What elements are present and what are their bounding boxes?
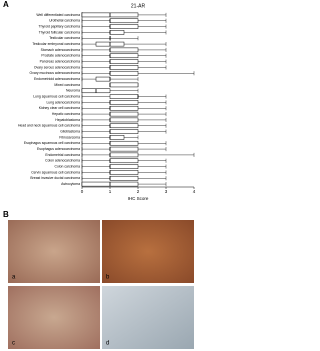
box	[109, 65, 139, 70]
category-label: Breast invasive ductal carcinoma	[30, 176, 80, 180]
x-tick-label: 2	[137, 189, 140, 194]
category-label: Head and neck squamous cell carcinoma	[18, 124, 80, 128]
category-label: Urothelial carcinoma	[49, 19, 80, 23]
category-label: Ovary serous adenocarcinoma	[34, 65, 80, 69]
box	[95, 76, 111, 82]
box	[109, 158, 139, 164]
category-label: Fibrosarcoma	[59, 135, 80, 139]
category-label: Endometrial carcinoma	[45, 153, 80, 157]
category-label: Hepatic carcinoma	[52, 112, 80, 116]
box	[109, 175, 139, 181]
category-label: Testicular carcinoma	[49, 36, 80, 40]
category-label: Esophagus adenocarcinoma	[37, 147, 80, 151]
category-label: Stomach adenocarcinoma	[41, 48, 81, 52]
x-tick-label: 3	[165, 189, 168, 194]
box	[109, 94, 139, 99]
image-label: d	[106, 341, 109, 347]
category-label: Pancreas adenocarcinoma	[40, 59, 80, 63]
category-label: Hepatoblastoma	[55, 118, 80, 122]
image-label: a	[12, 275, 16, 281]
box	[109, 105, 139, 111]
category-label: Astrocytoma	[61, 182, 80, 186]
x-tick-label: 4	[193, 189, 196, 194]
box	[109, 146, 139, 152]
box	[109, 111, 139, 117]
image-label: c	[12, 341, 15, 347]
box	[109, 47, 139, 53]
category-label: Prostate adenocarcinoma	[41, 54, 80, 58]
chart-title: 21-AR	[131, 3, 146, 9]
category-label: Well differentiated carcinoma	[36, 13, 80, 17]
box	[109, 140, 139, 146]
category-label: Testicular embryonal carcinoma	[32, 42, 80, 46]
category-label: Neuroma	[66, 89, 80, 93]
category-label: Thyroid follicular carcinoma	[39, 30, 80, 34]
box	[109, 117, 139, 123]
x-tick-label: 0	[81, 189, 84, 194]
micrograph	[8, 286, 100, 349]
x-axis-label: IHC Score	[128, 196, 149, 201]
panel-label: A	[3, 0, 9, 9]
box	[109, 18, 139, 24]
box	[109, 53, 139, 59]
box	[109, 30, 125, 35]
box	[109, 129, 139, 134]
category-label: Kidney clear cell carcinoma	[39, 106, 80, 110]
category-label: Mixed carcinoma	[54, 83, 80, 87]
category-label: Ovary mucinous adenocarcinoma	[29, 71, 80, 75]
box	[109, 164, 139, 169]
micrograph	[102, 286, 194, 349]
category-label: Colon adenocarcinoma	[45, 159, 80, 163]
figure: A 21-AR IHC Score B a b c d 0 1 2 3 4 Well di…	[3, 0, 196, 349]
micrograph	[8, 220, 100, 283]
box	[109, 152, 139, 158]
box	[109, 123, 139, 129]
box	[109, 59, 139, 64]
box	[109, 24, 139, 29]
box	[109, 135, 125, 140]
category-label: Colon carcinoma	[55, 164, 81, 168]
panel-label: B	[3, 210, 9, 219]
category-label: Esophagus squamous cell carcinoma	[24, 141, 80, 145]
box	[109, 70, 139, 76]
box	[109, 82, 139, 88]
micrograph	[102, 220, 194, 283]
category-label: Glioblastoma	[60, 129, 80, 133]
category-label: Lung adenocarcinoma	[46, 100, 80, 104]
category-label: Thyroid papillary carcinoma	[39, 24, 81, 28]
category-label: Endometrioid adenocarcinoma	[34, 77, 80, 81]
box	[109, 170, 139, 175]
box	[109, 100, 139, 105]
category-label: Lung squamous cell carcinoma	[33, 94, 80, 98]
category-label: Cervix squamous cell carcinoma	[31, 170, 80, 174]
image-label: b	[106, 275, 110, 281]
x-tick-label: 1	[109, 189, 112, 194]
